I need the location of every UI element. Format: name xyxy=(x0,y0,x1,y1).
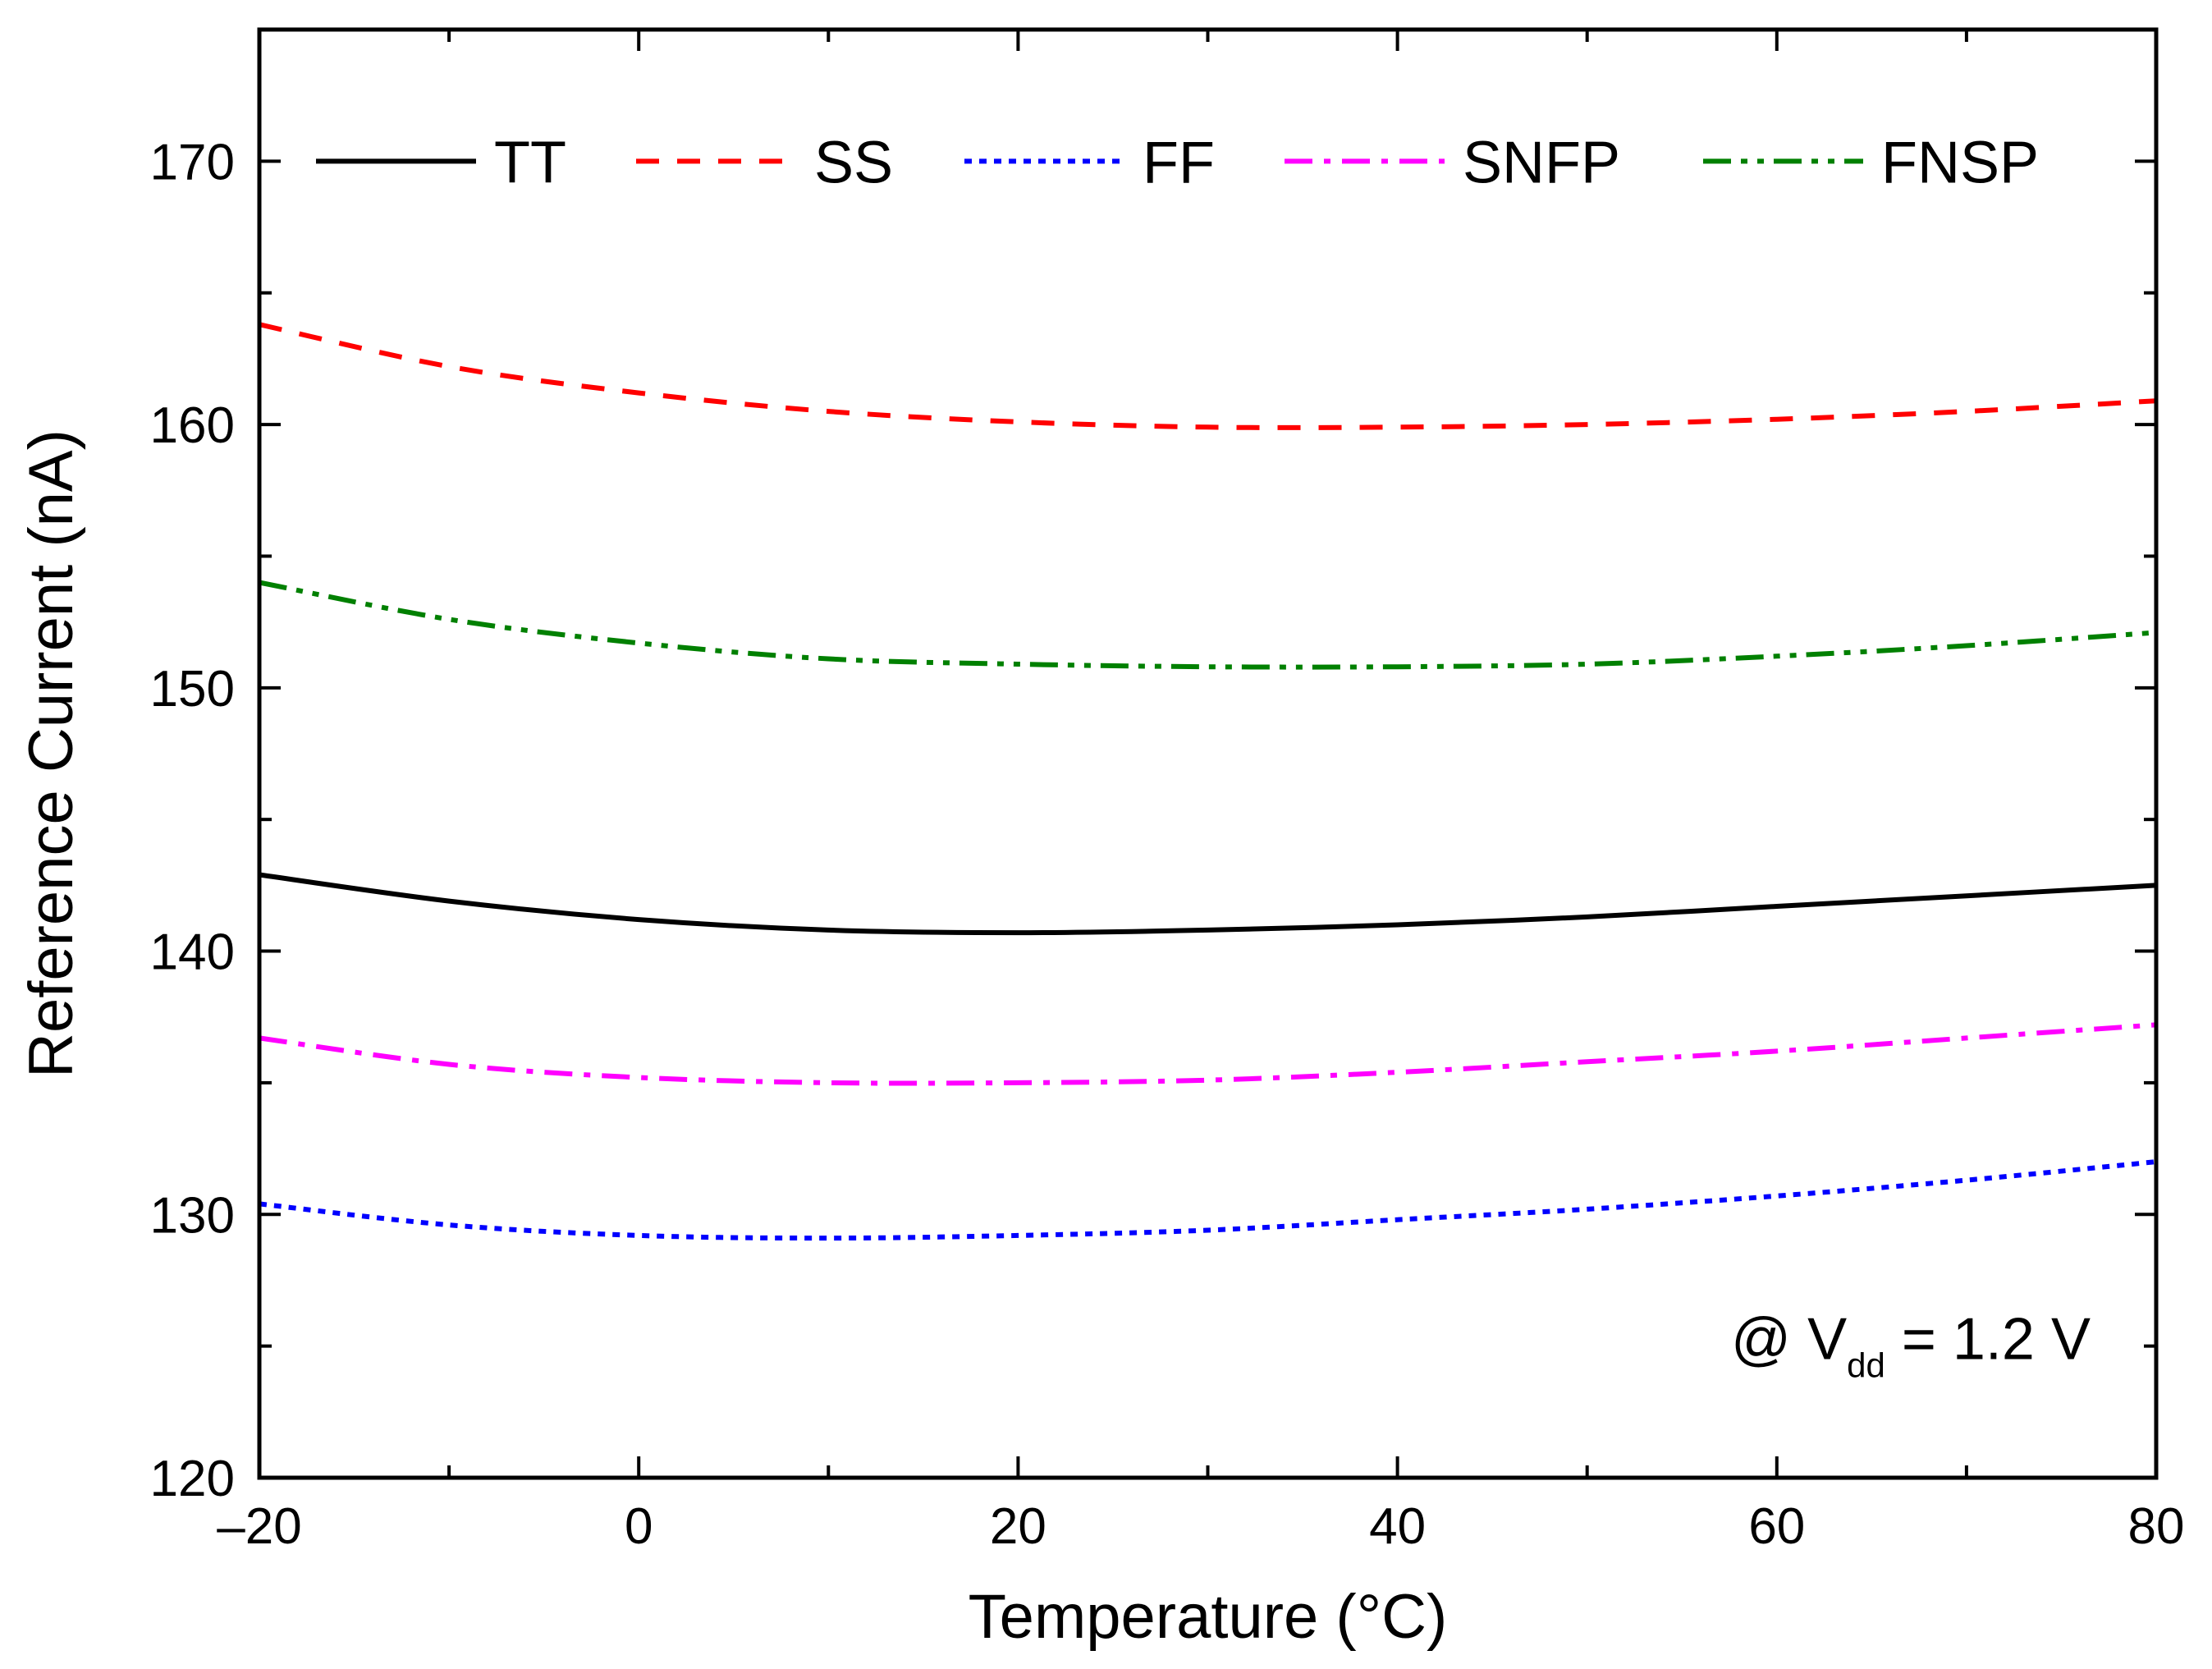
legend: TT SS FF SNFP FNSP xyxy=(316,130,2039,195)
series-line-tt xyxy=(259,872,2157,936)
legend-label-ss: SS xyxy=(814,130,893,195)
x-tick-label: 40 xyxy=(1369,1498,1426,1555)
series-line-ff xyxy=(259,1159,2157,1241)
y-tick-label: 120 xyxy=(150,1451,235,1507)
vdd-annotation: @ Vdd = 1.2 V xyxy=(1731,1307,2091,1385)
y-tick-label: 170 xyxy=(150,134,235,190)
annotation-prefix: @ V xyxy=(1731,1307,1847,1373)
legend-label-ff: FF xyxy=(1143,130,1215,195)
series-line-ss xyxy=(259,322,2157,430)
x-tick-label: –20 xyxy=(217,1498,301,1555)
annotation-suffix: = 1.2 V xyxy=(1885,1307,2091,1373)
y-axis-title: Reference Current (nA) xyxy=(16,429,86,1078)
x-tick-label: 80 xyxy=(2128,1498,2185,1555)
series-layer xyxy=(259,322,2157,1241)
legend-label-tt: TT xyxy=(494,130,566,195)
y-tick-label: 140 xyxy=(150,924,235,981)
x-tick-label: 0 xyxy=(625,1498,653,1555)
y-tick-label: 150 xyxy=(150,661,235,718)
x-axis-title: Temperature (°C) xyxy=(969,1582,1448,1652)
y-tick-label: 130 xyxy=(150,1187,235,1244)
series-line-fnsp xyxy=(259,580,2157,670)
series-line-snfp xyxy=(259,1022,2157,1086)
annotation-subscript: dd xyxy=(1847,1346,1885,1385)
x-tick-label: 60 xyxy=(1748,1498,1805,1555)
legend-label-snfp: SNFP xyxy=(1463,130,1620,195)
y-tick-label: 160 xyxy=(150,397,235,454)
legend-label-fnsp: FNSP xyxy=(1881,130,2039,195)
x-tick-label: 20 xyxy=(990,1498,1046,1555)
ticks-layer: –20 0 20 40 60 80 120 130 140 150 160 170 xyxy=(150,28,2185,1555)
plot-frame xyxy=(257,27,2159,1480)
